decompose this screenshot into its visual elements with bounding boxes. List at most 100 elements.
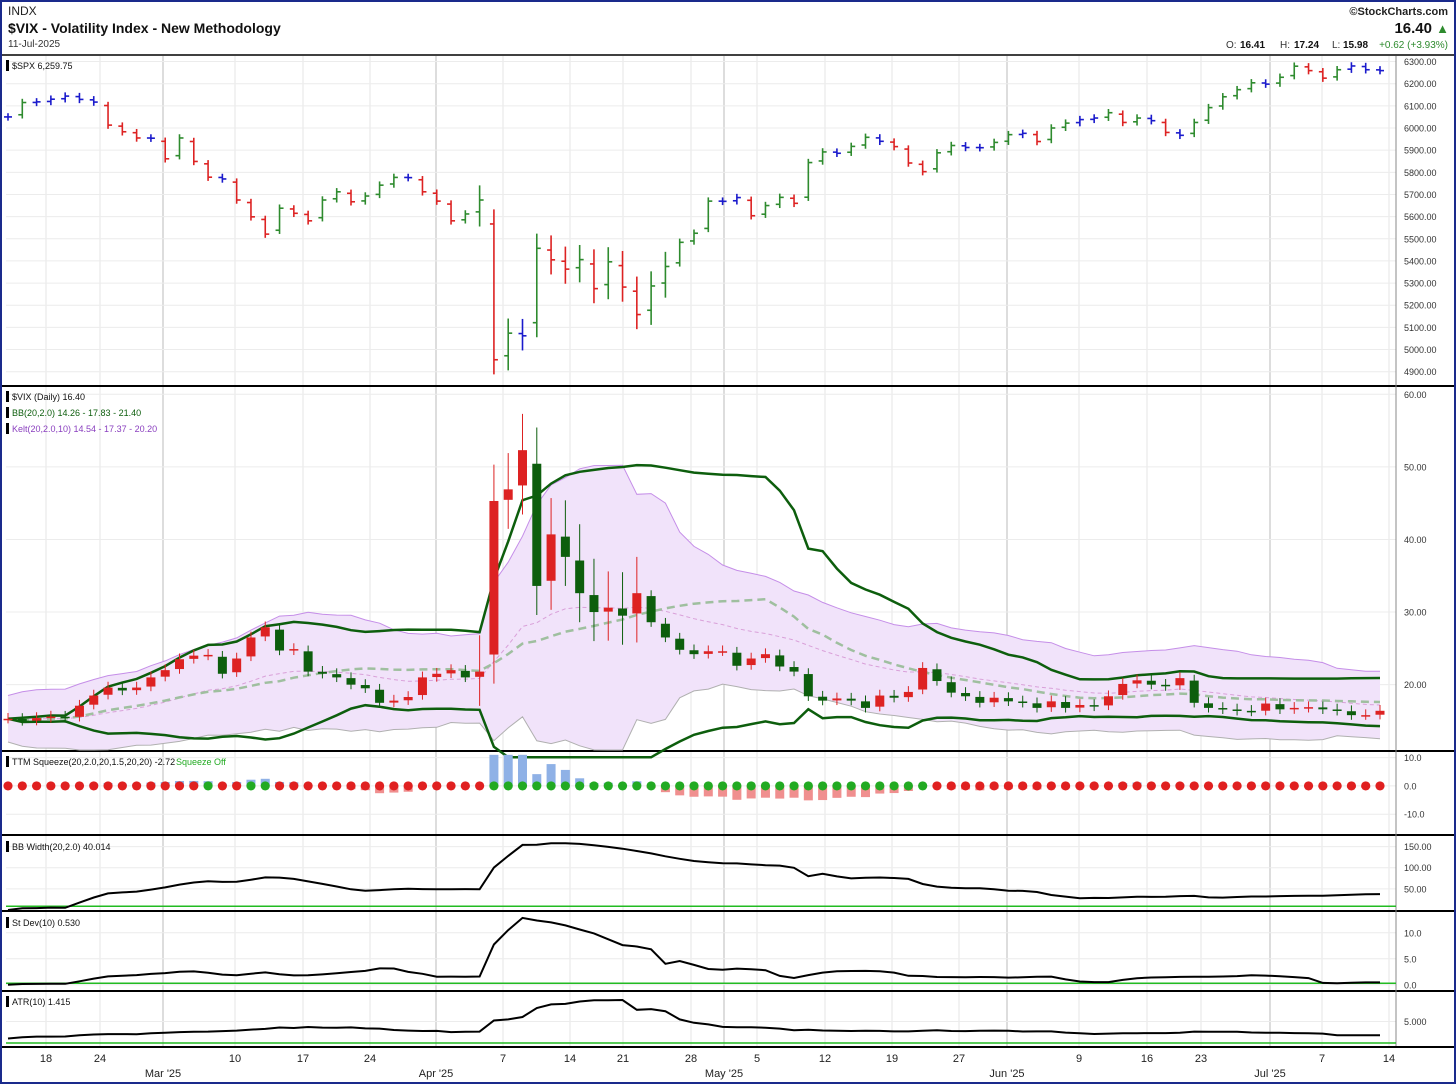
- spx-ytick-label: 5100.00: [1404, 323, 1437, 333]
- vix-candle-body: [1018, 701, 1028, 704]
- spx-ohlc-bar: [1118, 110, 1127, 127]
- spx-ohlc-bar: [89, 96, 98, 106]
- spx-ytick-label: 4900.00: [1404, 367, 1437, 377]
- spx-ohlc-bar: [1261, 79, 1270, 88]
- vix-candle-body: [689, 650, 699, 655]
- vix-candle-body: [89, 695, 99, 705]
- vix-candle: [1032, 697, 1042, 713]
- stdev-ytick-label: 0.0: [1404, 980, 1417, 990]
- high-value: 17.24: [1294, 40, 1319, 51]
- ttm-squeeze-dot: [1032, 781, 1042, 791]
- spx-ytick-label: 5900.00: [1404, 146, 1437, 156]
- ttm-squeeze-dot: [1046, 781, 1056, 791]
- vix-candle: [1361, 709, 1371, 720]
- vix-candle: [503, 453, 513, 529]
- panel-borders: [2, 54, 1454, 1048]
- spx-ohlc-bar: [1075, 115, 1084, 127]
- vix-ytick-label: 30.00: [1404, 608, 1427, 618]
- vix-candle: [1003, 692, 1013, 707]
- x-day-label: 5: [754, 1053, 760, 1065]
- spx-ohlc-bar: [189, 137, 198, 166]
- x-day-label: 28: [685, 1053, 697, 1065]
- ttm-squeeze-dot: [160, 781, 170, 791]
- ttm-ytick-label: 0.0: [1404, 781, 1417, 791]
- vix-candle: [732, 646, 742, 671]
- vix-candle: [718, 645, 728, 656]
- vix-candle-body: [775, 655, 785, 667]
- ttm-squeeze-dot: [174, 781, 185, 791]
- ttm-squeeze-dot: [1275, 781, 1285, 791]
- ttm-squeeze-dot: [60, 781, 70, 791]
- ttm-squeeze-dot: [760, 781, 771, 791]
- vix-candle: [903, 686, 913, 702]
- vix-candle: [1061, 696, 1071, 713]
- vix-candle: [775, 649, 785, 672]
- spx-ohlc-bar: [918, 160, 927, 176]
- vix-candle: [346, 672, 356, 690]
- spx-ytick-label: 5300.00: [1404, 279, 1437, 289]
- ttm-squeeze-dot: [960, 781, 971, 791]
- vix-candle-body: [903, 691, 913, 698]
- spx-ohlc-bar: [146, 134, 155, 142]
- x-day-label: 12: [819, 1053, 831, 1065]
- keltner-upper-line: [7, 464, 1381, 696]
- vix-candle: [760, 648, 770, 663]
- up-arrow-icon: ▲: [1436, 21, 1449, 36]
- spx-ohlc-bar: [132, 128, 141, 142]
- vix-candle: [818, 690, 828, 706]
- spx-ytick-label: 5200.00: [1404, 301, 1437, 311]
- vix-candle-body: [317, 671, 327, 674]
- atr-line: [7, 998, 1381, 1040]
- spx-ohlc-bar: [675, 238, 684, 267]
- ttm-squeeze-dot: [1261, 781, 1271, 791]
- vix-candle-body: [589, 595, 599, 613]
- vix-candle-body: [1361, 715, 1371, 717]
- ttm-squeeze-dot: [46, 781, 56, 791]
- spx-label-marker: [6, 60, 9, 71]
- vix-candle: [961, 687, 971, 701]
- vix-candle-body: [746, 658, 756, 666]
- x-day-label: 27: [953, 1053, 965, 1065]
- ttm-squeeze-dot: [517, 781, 528, 791]
- ttm-momentum-bar: [518, 754, 527, 786]
- vix-candle: [1246, 705, 1256, 717]
- vix-candle: [532, 427, 542, 615]
- ttm-squeeze-dot: [189, 781, 199, 791]
- ttm-squeeze-dot: [946, 781, 956, 791]
- atr-label-marker: [6, 996, 9, 1007]
- x-month-label: Jul '25: [1254, 1068, 1285, 1080]
- spx-ohlc-bar: [890, 138, 899, 151]
- vix-candle: [60, 710, 70, 723]
- spx-ohlc-bar: [104, 101, 113, 129]
- vix-candle: [460, 665, 470, 683]
- vix-ytick-label: 20.00: [1404, 680, 1427, 690]
- ttm-label-marker: [6, 756, 9, 767]
- stdev-label-marker: [6, 917, 9, 928]
- bbw-label: BB Width(20,2.0) 40.014: [12, 842, 111, 852]
- ttm-squeeze-dot: [1246, 781, 1256, 791]
- ttm-squeeze-dot: [274, 781, 285, 791]
- bbw-ytick-label: 150.00: [1404, 842, 1432, 852]
- vix-candle: [675, 632, 685, 655]
- spx-ohlc-bar: [246, 198, 255, 221]
- ttm-squeeze-dot: [403, 781, 413, 791]
- ttm-momentum-bar: [775, 785, 785, 799]
- vix-candle: [1103, 690, 1113, 711]
- x-day-label: 14: [564, 1053, 576, 1065]
- spx-ohlc-bar: [647, 271, 656, 325]
- ttm-squeeze-dot: [1118, 781, 1128, 791]
- ttm-momentum-bar: [789, 785, 799, 798]
- spx-ohlc-bar: [32, 98, 41, 107]
- ttm-squeeze-dot: [1075, 781, 1085, 791]
- vix-candle-body: [889, 695, 899, 698]
- ttm-squeeze-dot: [303, 781, 313, 791]
- vix-candle: [189, 649, 199, 664]
- vix-candle-body: [246, 637, 256, 657]
- low-label: L:: [1332, 40, 1340, 51]
- spx-ohlc-bar: [790, 194, 799, 208]
- spx-ohlc-bar: [1061, 119, 1070, 131]
- ttm-squeeze-dot: [675, 781, 685, 791]
- vix-candle: [1046, 695, 1056, 712]
- spx-ytick-label: 5800.00: [1404, 168, 1437, 178]
